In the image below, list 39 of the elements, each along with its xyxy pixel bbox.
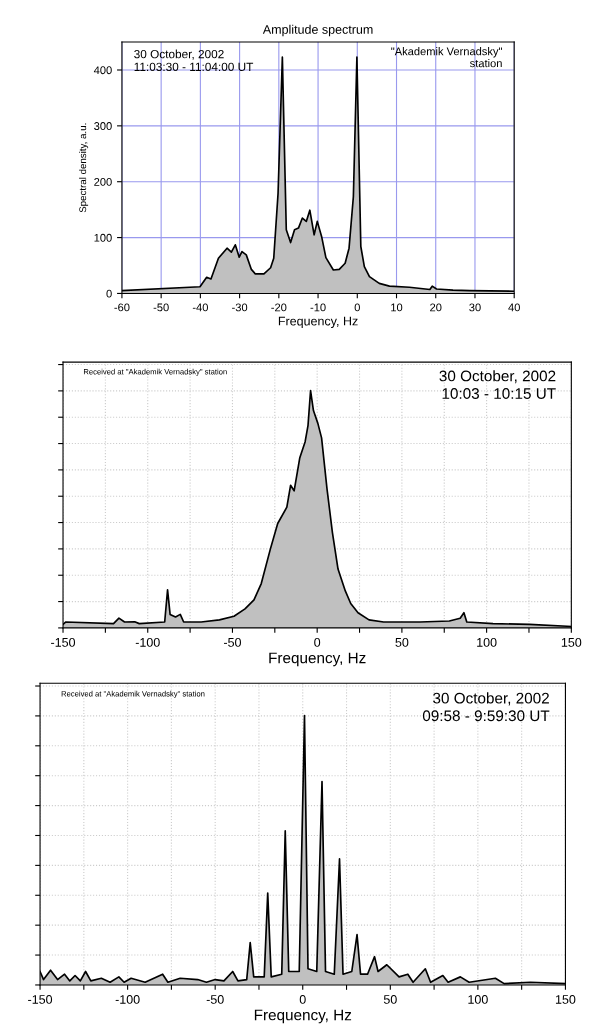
x-tick-label: 30	[469, 303, 481, 312]
annotation: "Akademik Vernadsky" station	[391, 47, 502, 68]
x-tick-label: -50	[153, 303, 169, 312]
x-tick-label: -40	[192, 303, 208, 312]
x-tick-label: 10	[391, 303, 403, 312]
y-tick-label: 0	[106, 289, 112, 298]
y-tick-label: 200	[94, 177, 112, 186]
x-axis-title: Frequency, Hz	[254, 1009, 352, 1024]
x-axis-title: Frequency, Hz	[278, 316, 358, 328]
x-tick-label: -50	[206, 995, 224, 1004]
x-tick-label: 0	[299, 995, 306, 1004]
annotation: 30 October, 2002 09:58 - 9:59:30 UT	[422, 692, 550, 722]
x-tick-label: -10	[310, 303, 326, 312]
x-tick-label: -150	[51, 637, 76, 647]
x-tick-label: 100	[468, 995, 488, 1004]
x-tick-label: 40	[508, 303, 520, 312]
x-tick-label: -100	[135, 637, 160, 647]
x-tick-label: 20	[430, 303, 442, 312]
x-tick-label: 50	[395, 637, 409, 647]
x-tick-label: -30	[232, 303, 248, 312]
x-tick-label: -100	[115, 995, 140, 1004]
y-tick-label: 400	[93, 66, 112, 75]
x-tick-label: 0	[314, 637, 321, 647]
x-tick-label: -50	[223, 637, 241, 647]
x-tick-label: 100	[477, 637, 497, 647]
x-axis-title: Frequency, Hz	[269, 652, 366, 667]
y-tick-label: 100	[94, 233, 112, 242]
x-tick-label: -20	[271, 303, 287, 312]
y-tick-label: 300	[94, 122, 112, 130]
chart-title: Amplitude spectrum	[262, 24, 373, 37]
x-tick-label: 150	[561, 637, 582, 647]
y-axis-title: Spectral density, a.u.	[79, 123, 89, 213]
x-tick-label: -60	[114, 303, 130, 312]
x-tick-label: 150	[555, 995, 576, 1004]
x-tick-label: 50	[383, 995, 397, 1004]
annotation: 30 October, 2002 11:03:30 - 11:04:00 UT	[134, 49, 254, 71]
x-tick-label: -150	[28, 995, 53, 1004]
annotation: 30 October, 2002 10:03 - 10:15 UT	[439, 370, 556, 399]
x-tick-label: 0	[354, 303, 360, 312]
